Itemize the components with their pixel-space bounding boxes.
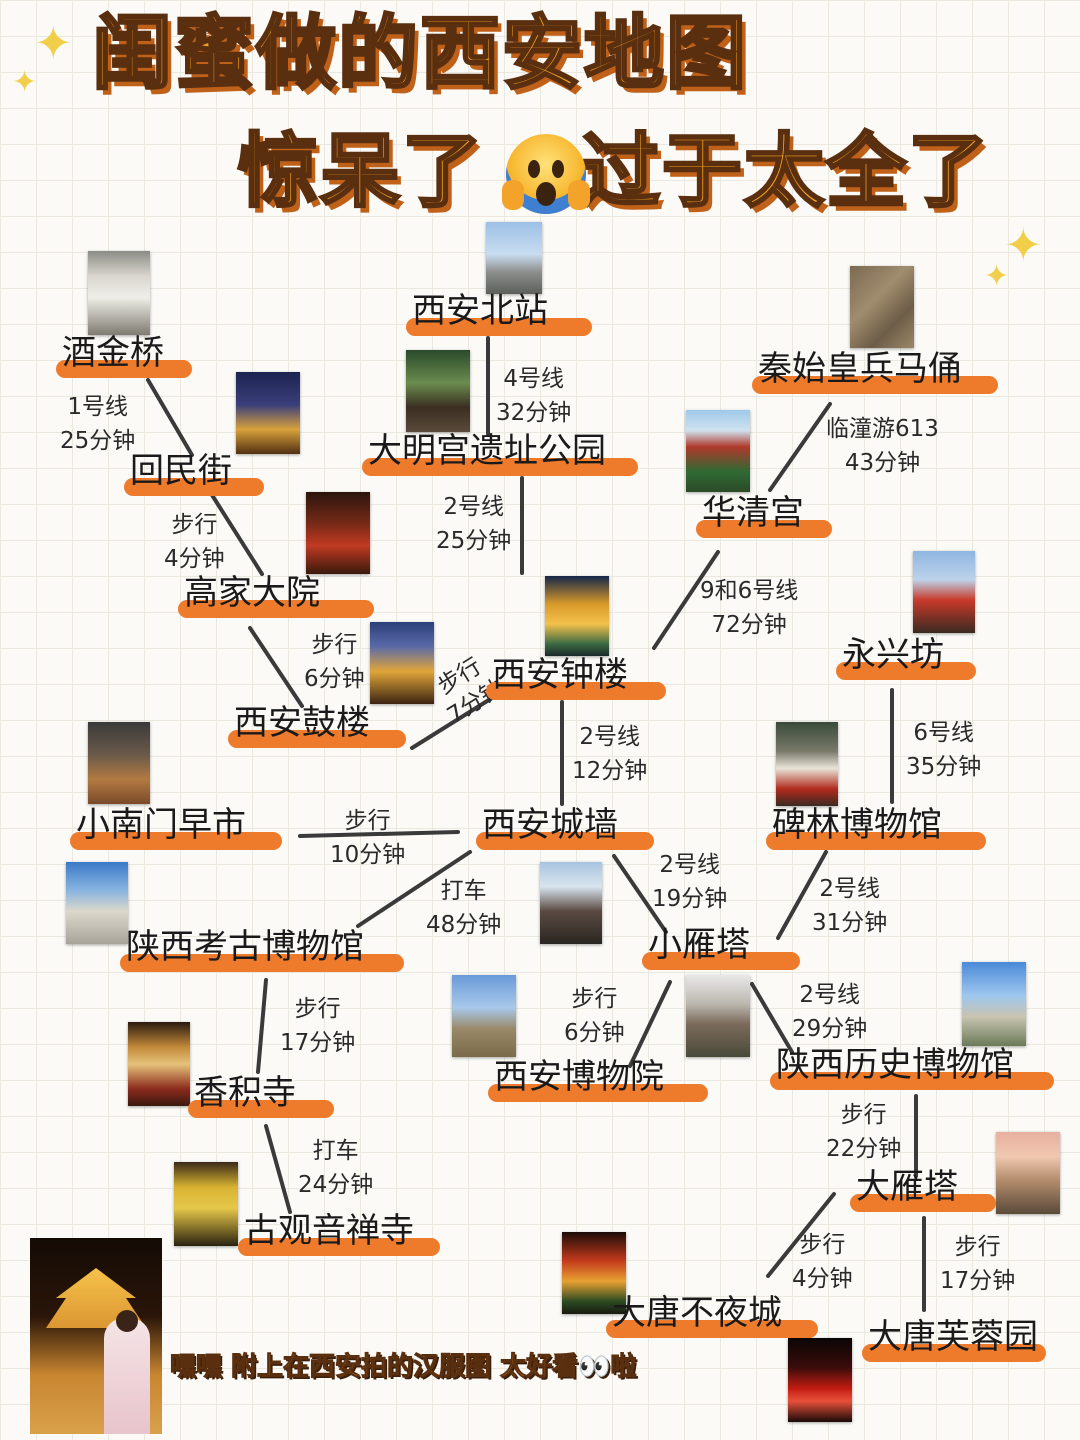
route-line	[652, 550, 720, 650]
route-line	[146, 378, 194, 457]
photo-jiujinqiao	[88, 251, 150, 335]
route-info: 步行 6分钟	[304, 632, 365, 692]
route-info: 步行 6分钟	[564, 986, 625, 1046]
sparkle-icon: ✦	[984, 259, 1010, 294]
photo-hanfu	[30, 1238, 162, 1434]
place-label-yongxingfang[interactable]: 永兴坊	[836, 636, 976, 680]
place-label-xiangjisi[interactable]: 香积寺	[188, 1074, 334, 1118]
route-line	[750, 982, 794, 1054]
route-info: 临潼游613 43分钟	[826, 416, 939, 476]
route-line	[776, 850, 828, 940]
photo-yongxingfang	[913, 551, 975, 633]
photo-huiminjie	[236, 372, 300, 454]
route-info: 步行 4分钟	[792, 1232, 853, 1292]
route-line	[248, 626, 304, 708]
face-screaming-in-fear-icon	[502, 134, 590, 214]
sparkle-icon: ✦	[34, 16, 73, 70]
sparkle-icon: ✦	[12, 65, 38, 100]
place-label-huiminjie[interactable]: 回民街	[124, 452, 264, 496]
route-line	[210, 493, 264, 576]
route-line	[768, 402, 832, 492]
photo-damingong	[406, 350, 470, 432]
photo-huaqinggong	[686, 410, 750, 492]
route-info: 步行 17分钟	[940, 1234, 1016, 1294]
photo-xiaoyanta-2	[686, 975, 750, 1057]
route-line	[298, 830, 460, 838]
photo-dayanta	[996, 1132, 1060, 1214]
photo-gaojiadayuan	[306, 492, 370, 574]
place-label-lishibowuguan[interactable]: 陕西历史博物馆	[770, 1046, 1054, 1090]
place-label-furongyuan[interactable]: 大唐芙蓉园	[862, 1318, 1046, 1362]
route-info: 打车 48分钟	[426, 878, 502, 938]
photo-beilin	[776, 722, 838, 806]
photo-budaocheng	[562, 1232, 626, 1314]
photo-furongyuan	[788, 1338, 852, 1422]
place-label-gaojiadayuan[interactable]: 高家大院	[178, 574, 374, 618]
sparkle-icon: ✦	[1004, 218, 1043, 272]
photo-bingmayong	[850, 266, 914, 348]
place-label-dayanta[interactable]: 大雁塔	[850, 1168, 996, 1212]
route-info: 步行 22分钟	[826, 1102, 902, 1162]
photo-guanyinsi	[174, 1162, 238, 1246]
route-line	[410, 696, 494, 750]
title-line-1: 闺蜜做的西安地图	[91, 6, 748, 102]
photo-xiangjisi	[128, 1022, 190, 1106]
photo-xianbowuyuan	[452, 975, 516, 1057]
place-label-huaqinggong[interactable]: 华清宫	[696, 494, 832, 538]
place-label-xiaoyanta[interactable]: 小雁塔	[642, 926, 800, 970]
place-label-gulou[interactable]: 西安鼓楼	[228, 704, 406, 748]
place-label-budaocheng[interactable]: 大唐不夜城	[606, 1294, 818, 1338]
route-info: 2号线 31分钟	[812, 876, 888, 936]
photo-kaogu	[66, 862, 128, 944]
photo-zhonglou	[545, 576, 609, 656]
route-line	[256, 978, 268, 1074]
place-label-zhonglou[interactable]: 西安钟楼	[486, 656, 666, 700]
title-line-2-part-b: 过于太全了	[579, 124, 990, 220]
route-info: 1号线 25分钟	[60, 394, 136, 454]
route-info: 2号线 12分钟	[572, 724, 648, 784]
place-label-jiujinqiao[interactable]: 酒金桥	[56, 334, 192, 378]
route-info: 9和6号线 72分钟	[700, 578, 799, 638]
route-line	[612, 854, 668, 934]
title-line-2: 惊呆了 过于太全了	[237, 124, 990, 220]
title-line-2-part-a: 惊呆了	[237, 124, 484, 220]
route-info: 步行 17分钟	[280, 996, 356, 1056]
photo-xiaonanmen	[88, 722, 150, 804]
route-info: 6号线 35分钟	[906, 720, 982, 780]
route-info: 步行 10分钟	[330, 808, 406, 868]
route-line	[356, 850, 472, 928]
place-label-xiaonanmen[interactable]: 小南门早市	[70, 806, 282, 850]
route-line	[264, 1124, 292, 1214]
photo-gulou	[370, 622, 434, 704]
place-label-damingong[interactable]: 大明宫遗址公园	[362, 432, 638, 476]
place-label-kaogu[interactable]: 陕西考古博物馆	[120, 928, 404, 972]
place-label-guanyinsi[interactable]: 古观音禅寺	[238, 1212, 440, 1256]
place-label-chengqiang[interactable]: 西安城墙	[476, 806, 654, 850]
place-label-beilin[interactable]: 碑林博物馆	[766, 806, 986, 850]
route-info: 步行 4分钟	[164, 512, 225, 572]
route-info: 打车 24分钟	[298, 1138, 374, 1198]
place-label-bingmayong[interactable]: 秦始皇兵马俑	[752, 350, 998, 394]
footer-note: 嘿嘿 附上在西安拍的汉服图 太好看👀啦	[169, 1352, 637, 1383]
route-info: 2号线 29分钟	[792, 982, 868, 1042]
place-label-beizhan[interactable]: 西安北站	[406, 292, 592, 336]
photo-lishibowuguan	[962, 962, 1026, 1046]
photo-beizhan	[486, 222, 542, 294]
route-line	[628, 980, 672, 1068]
route-info: 4号线 32分钟	[496, 366, 572, 426]
route-info: 2号线 19分钟	[652, 852, 728, 912]
route-info: 2号线 25分钟	[436, 494, 512, 554]
place-label-xianbowuyuan[interactable]: 西安博物院	[488, 1058, 708, 1102]
route-line	[766, 1192, 836, 1278]
photo-xiaoyanta	[540, 862, 602, 944]
